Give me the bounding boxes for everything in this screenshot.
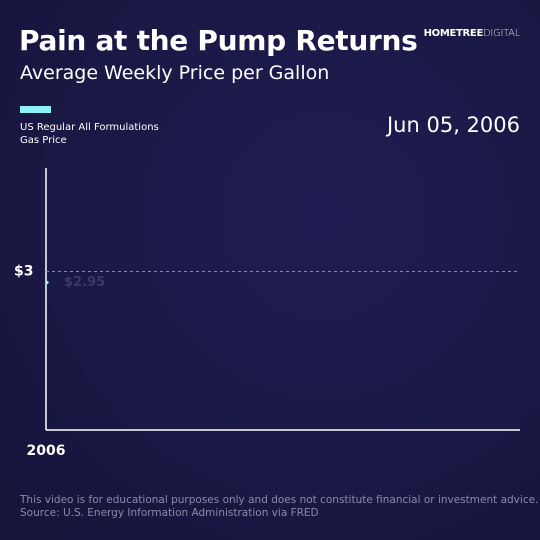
legend-swatch bbox=[20, 106, 51, 113]
end-point bbox=[45, 280, 49, 285]
legend-label: US Regular All Formulations Gas Price bbox=[20, 122, 159, 146]
x-tick-label: 2006 bbox=[27, 443, 66, 459]
disclaimer: This video is for educational purposes o… bbox=[20, 494, 539, 506]
chart-subtitle: Average Weekly Price per Gallon bbox=[20, 62, 330, 84]
value-label: $2.95 bbox=[64, 275, 105, 290]
brand-logo: HOMETREEDIGITAL bbox=[423, 28, 521, 39]
y-tick-label: $3 bbox=[14, 263, 33, 279]
current-date: Jun 05, 2006 bbox=[386, 113, 520, 137]
brand-bold: HOMETREE bbox=[423, 28, 484, 39]
source: Source: U.S. Energy Information Administ… bbox=[20, 507, 319, 519]
brand-light: DIGITAL bbox=[483, 28, 520, 39]
chart-title: Pain at the Pump Returns bbox=[19, 24, 418, 57]
footer: This video is for educational purposes o… bbox=[20, 494, 538, 520]
